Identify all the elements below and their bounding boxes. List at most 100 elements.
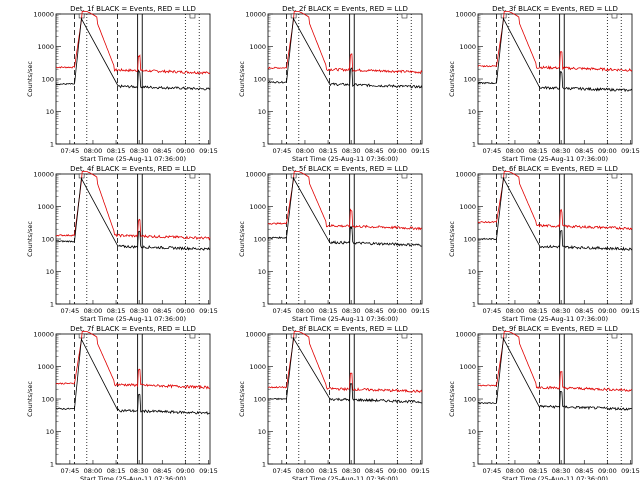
x-tick-label: 08:00 bbox=[84, 467, 103, 475]
x-tick-label: 08:30 bbox=[130, 147, 149, 155]
x-tick-label: 08:30 bbox=[552, 467, 571, 475]
flag-box bbox=[611, 333, 618, 339]
y-tick-label: 10000 bbox=[33, 331, 54, 339]
series-lld-line bbox=[55, 330, 210, 390]
y-tick-label: 100 bbox=[464, 396, 476, 404]
series-events-line bbox=[55, 17, 211, 91]
y-tick-label: 10000 bbox=[245, 331, 266, 339]
y-tick-label: 1 bbox=[262, 301, 266, 309]
x-tick-label: 08:45 bbox=[153, 147, 172, 155]
x-tick-label: 07:45 bbox=[60, 467, 79, 475]
y-axis-label: Counts/sec bbox=[448, 381, 456, 417]
panel-title: Det. 6f BLACK = Events, RED = LLD bbox=[492, 165, 618, 173]
series-lld-line bbox=[477, 10, 633, 72]
y-tick-label: 10000 bbox=[455, 11, 476, 19]
y-tick-label: 10 bbox=[468, 428, 476, 436]
x-tick-label: 08:30 bbox=[342, 307, 361, 315]
x-tick-label: 08:45 bbox=[365, 147, 384, 155]
y-tick-label: 1000 bbox=[459, 43, 476, 51]
y-tick-label: 10000 bbox=[245, 11, 266, 19]
y-tick-label: 10000 bbox=[33, 171, 54, 179]
panel-det-4: Det. 4f BLACK = Events, RED = LLD 1 10 100 1… bbox=[26, 165, 218, 323]
y-tick-label: 100 bbox=[42, 76, 54, 84]
y-tick-label: 1000 bbox=[459, 203, 476, 211]
panel-title: Det. 1f BLACK = Events, RED = LLD bbox=[70, 5, 196, 13]
x-tick-label: 09:15 bbox=[621, 307, 640, 315]
y-tick-label: 1000 bbox=[37, 363, 54, 371]
x-tick-label: 09:15 bbox=[621, 147, 640, 155]
x-axis-label: Start Time (25-Aug-11 07:36:00) bbox=[80, 315, 186, 323]
y-tick-label: 100 bbox=[464, 76, 476, 84]
x-tick-label: 09:15 bbox=[621, 467, 640, 475]
x-tick-label: 09:00 bbox=[388, 147, 407, 155]
x-tick-label: 08:15 bbox=[107, 147, 126, 155]
y-tick-label: 10 bbox=[258, 108, 266, 116]
x-tick-label: 08:45 bbox=[365, 467, 384, 475]
x-tick-label: 08:00 bbox=[296, 467, 315, 475]
y-tick-label: 10 bbox=[46, 108, 54, 116]
panel-title: Det. 4f BLACK = Events, RED = LLD bbox=[70, 165, 196, 173]
panel-det-8: Det. 8f BLACK = Events, RED = LLD 1 10 100 1… bbox=[238, 325, 430, 480]
x-tick-label: 08:45 bbox=[575, 147, 594, 155]
series-lld-line bbox=[477, 170, 633, 231]
series-events-line bbox=[477, 17, 633, 93]
series-lld-line bbox=[477, 330, 633, 392]
x-tick-label: 08:45 bbox=[575, 307, 594, 315]
flag-box bbox=[401, 333, 408, 339]
x-tick-label: 09:15 bbox=[411, 307, 430, 315]
flag-box bbox=[611, 13, 618, 19]
series-lld-line bbox=[55, 10, 211, 75]
y-tick-label: 10000 bbox=[455, 171, 476, 179]
panel-det-3: Det. 3f BLACK = Events, RED = LLD 1 10 100 1… bbox=[448, 5, 640, 163]
x-tick-label: 08:45 bbox=[153, 307, 172, 315]
y-axis-label: Counts/sec bbox=[448, 221, 456, 257]
y-tick-label: 1 bbox=[472, 301, 476, 309]
x-tick-label: 08:30 bbox=[130, 467, 149, 475]
y-axis-label: Counts/sec bbox=[26, 61, 34, 97]
plot-frame bbox=[55, 13, 211, 145]
y-axis-label: Counts/sec bbox=[448, 61, 456, 97]
flag-box bbox=[189, 173, 196, 179]
x-tick-label: 09:00 bbox=[176, 147, 195, 155]
panel-title: Det. 5f BLACK = Events, RED = LLD bbox=[282, 165, 408, 173]
panel-det-9: Det. 9f BLACK = Events, RED = LLD 1 10 100 1… bbox=[448, 325, 640, 480]
y-tick-label: 1 bbox=[50, 301, 54, 309]
series-events-line bbox=[55, 177, 211, 251]
x-tick-label: 08:15 bbox=[319, 307, 338, 315]
panel-det-6: Det. 6f BLACK = Events, RED = LLD 1 10 100 1… bbox=[448, 165, 640, 323]
y-tick-label: 10 bbox=[258, 268, 266, 276]
y-tick-label: 1000 bbox=[249, 363, 266, 371]
panel-title: Det. 2f BLACK = Events, RED = LLD bbox=[282, 5, 408, 13]
y-tick-label: 1 bbox=[262, 461, 266, 469]
y-tick-label: 10000 bbox=[455, 331, 476, 339]
y-tick-label: 1000 bbox=[459, 363, 476, 371]
y-tick-label: 10 bbox=[468, 268, 476, 276]
x-axis-label: Start Time (25-Aug-11 07:36:00) bbox=[502, 315, 608, 323]
x-tick-label: 08:15 bbox=[319, 467, 338, 475]
x-tick-label: 08:15 bbox=[319, 147, 338, 155]
series-events-line bbox=[267, 336, 423, 404]
x-axis-label: Start Time (25-Aug-11 07:36:00) bbox=[292, 475, 398, 480]
x-tick-label: 08:15 bbox=[529, 467, 548, 475]
y-tick-label: 100 bbox=[42, 396, 54, 404]
panel-det-2: Det. 2f BLACK = Events, RED = LLD 1 10 100 1… bbox=[238, 5, 430, 163]
y-tick-label: 100 bbox=[254, 76, 266, 84]
x-tick-label: 09:15 bbox=[199, 147, 218, 155]
x-tick-label: 09:15 bbox=[411, 147, 430, 155]
x-tick-label: 08:00 bbox=[84, 147, 103, 155]
x-tick-label: 08:30 bbox=[130, 307, 149, 315]
flag-box bbox=[189, 13, 196, 19]
x-tick-label: 08:00 bbox=[506, 307, 525, 315]
y-tick-label: 1000 bbox=[249, 43, 266, 51]
flag-box bbox=[611, 173, 618, 179]
x-tick-label: 09:00 bbox=[598, 467, 617, 475]
panel-title: Det. 9f BLACK = Events, RED = LLD bbox=[492, 325, 618, 333]
series-events-line bbox=[55, 337, 211, 415]
flag-box bbox=[401, 13, 408, 19]
series-lld-line bbox=[267, 330, 423, 394]
x-tick-label: 07:45 bbox=[272, 147, 291, 155]
x-tick-label: 08:30 bbox=[552, 147, 571, 155]
series-events-line bbox=[267, 176, 423, 247]
x-axis-label: Start Time (25-Aug-11 07:36:00) bbox=[80, 155, 186, 163]
